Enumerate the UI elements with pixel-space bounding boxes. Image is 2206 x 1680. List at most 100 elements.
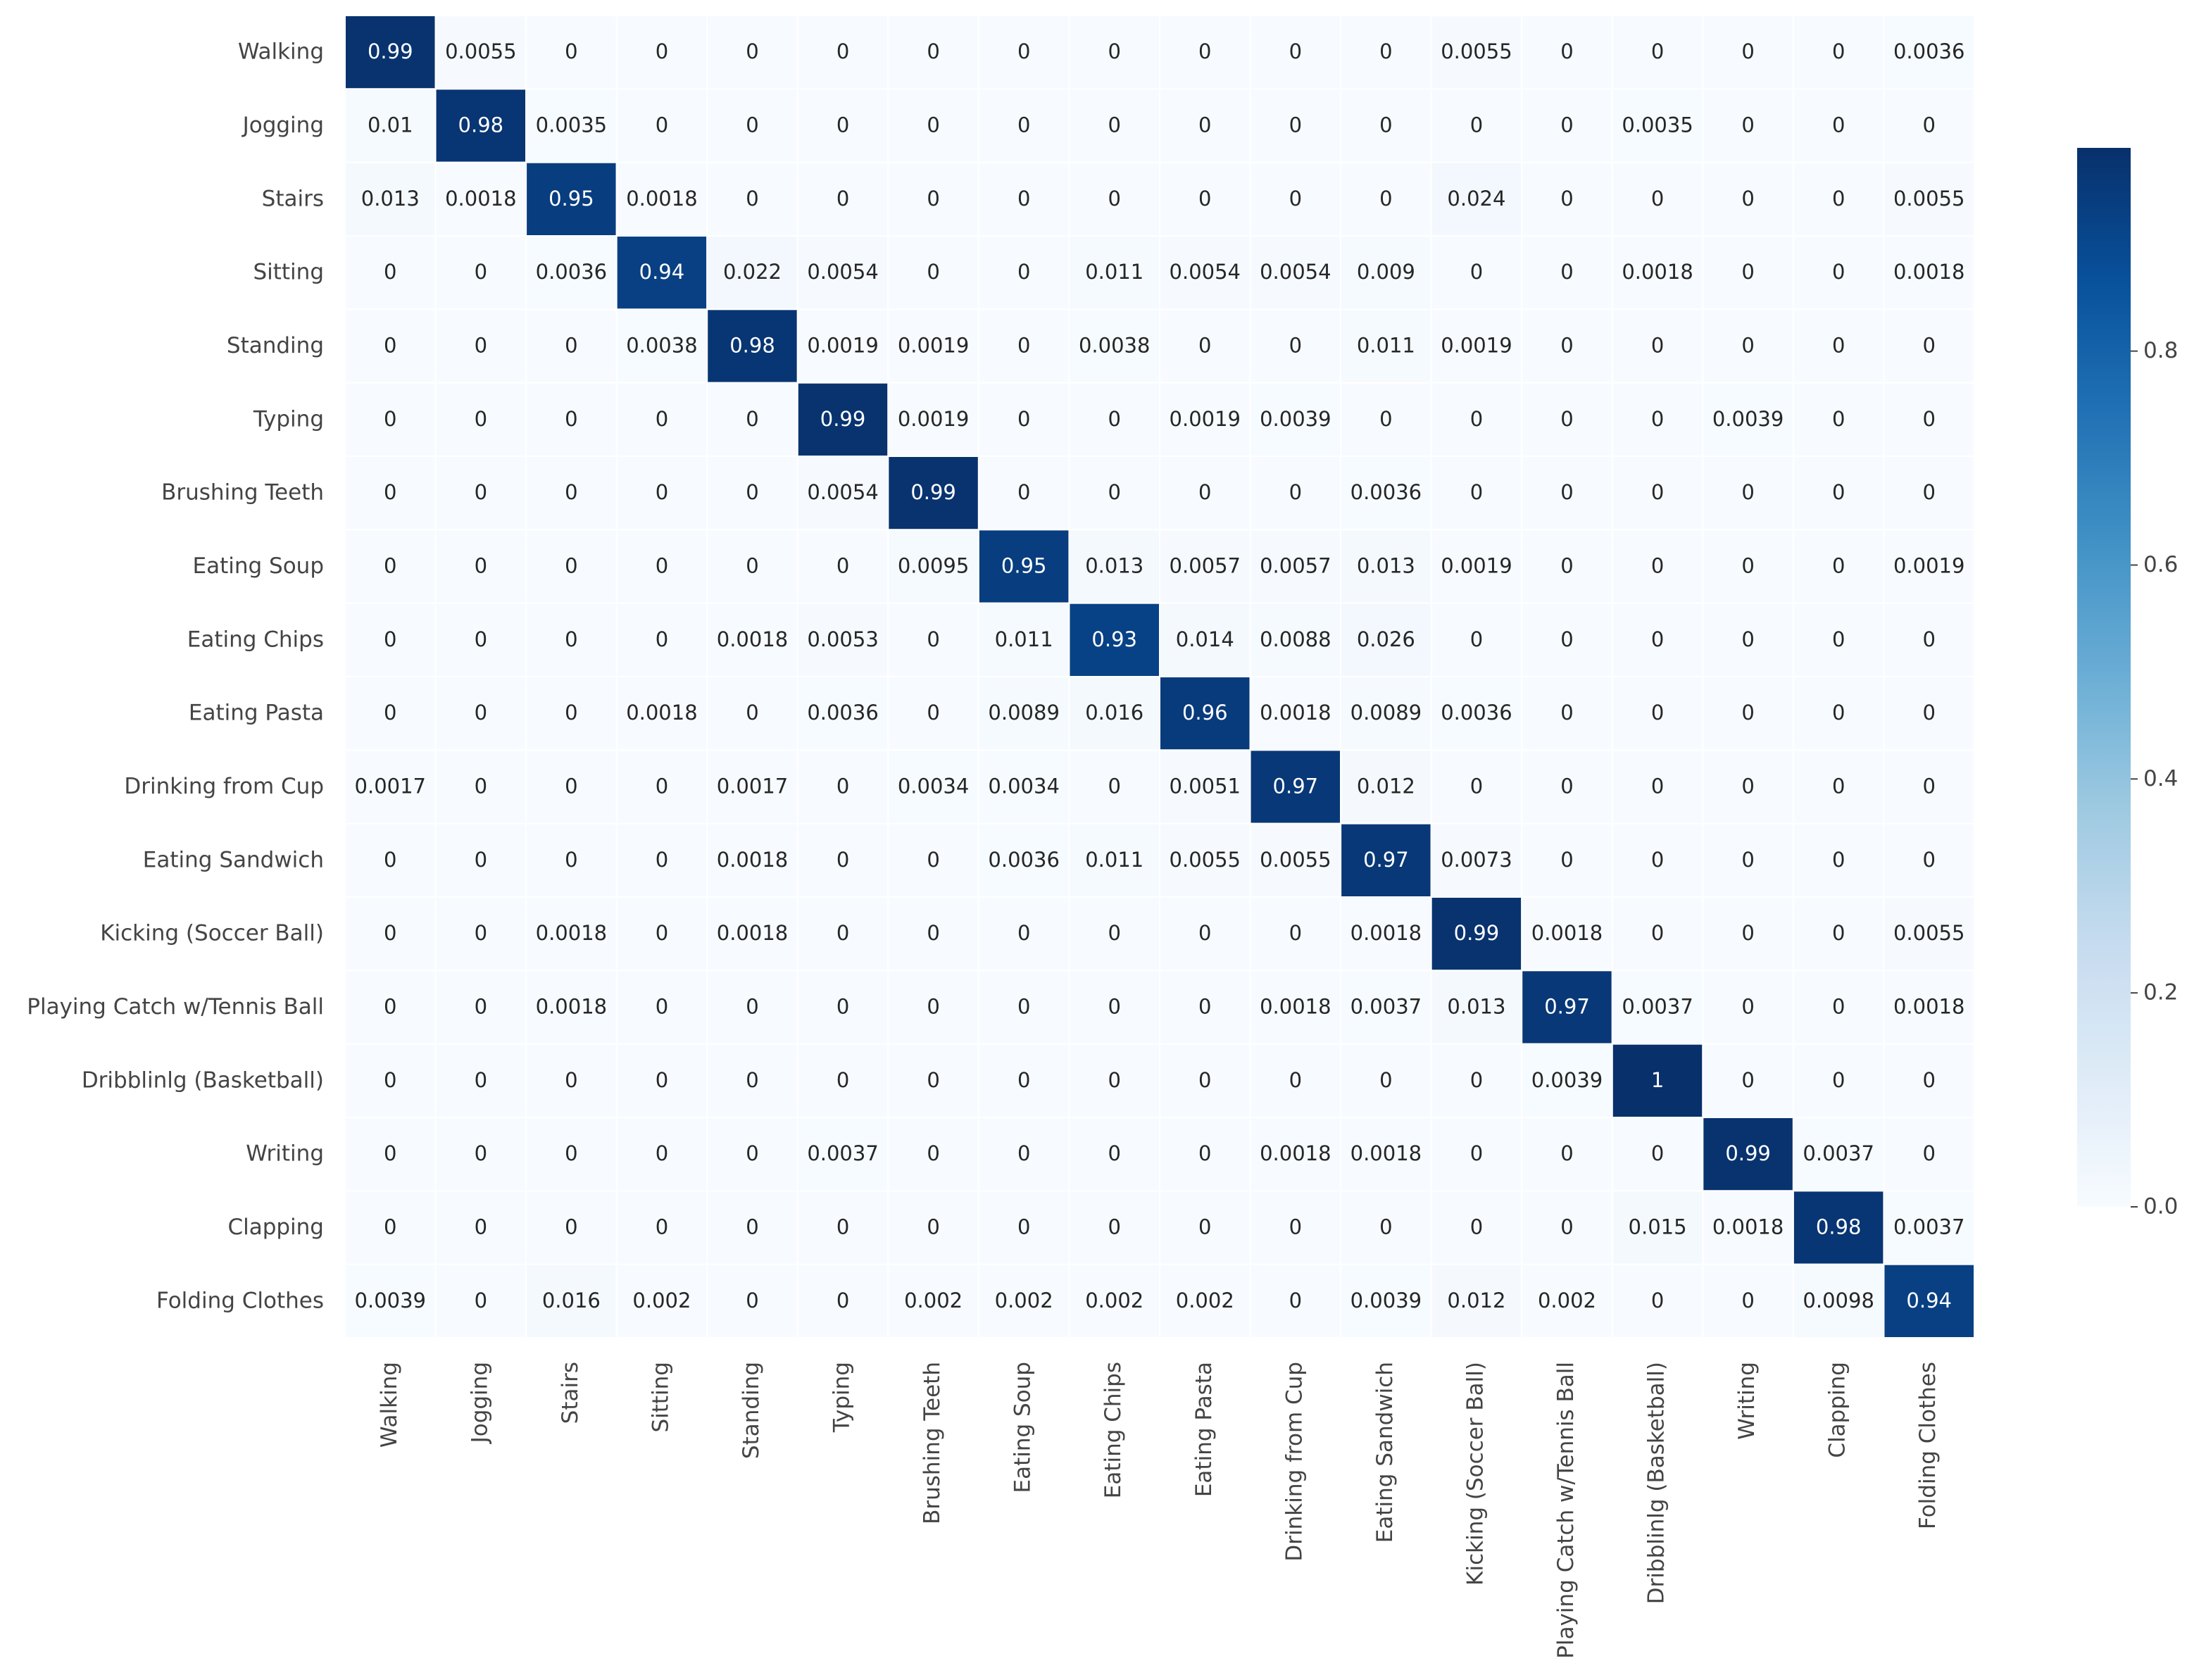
cell-value-label: 0 — [1560, 1215, 1573, 1239]
heatmap-cell — [1068, 161, 1161, 237]
heatmap-cell — [1340, 1190, 1432, 1265]
cell-value-label: 0 — [1922, 407, 1935, 431]
heatmap-cell — [1159, 676, 1251, 751]
heatmap-cell — [525, 308, 618, 384]
cell-value-label: 0 — [1470, 407, 1483, 431]
heatmap-cell — [1611, 161, 1704, 237]
cell-value-label: 0.013 — [361, 187, 420, 211]
heatmap-cell — [1702, 1117, 1794, 1192]
cell-value-label: 0 — [836, 921, 849, 945]
x-tick-label: Writing — [1734, 1362, 1760, 1440]
cell-value-label: 0 — [836, 995, 849, 1019]
cell-value-label: 0 — [1289, 334, 1302, 358]
cell-value-label: 0.011 — [1357, 334, 1415, 358]
cell-value-label: 0.0018 — [626, 187, 697, 211]
cell-value-label: 0.0037 — [1622, 995, 1693, 1019]
cell-value-label: 0.0034 — [988, 775, 1059, 798]
heatmap-cell — [1159, 1117, 1251, 1192]
cell-value-label: 0 — [927, 1141, 939, 1165]
cell-value-label: 0.0018 — [1622, 260, 1693, 284]
heatmap-cell — [1792, 308, 1885, 384]
heatmap-cell — [1159, 602, 1251, 678]
heatmap-cell — [1159, 235, 1251, 311]
y-tick-label: Playing Catch w/Tennis Ball — [27, 994, 324, 1020]
heatmap-cell — [1068, 382, 1161, 458]
cell-value-label: 0.98 — [1816, 1215, 1862, 1239]
cell-value-label: 0 — [1017, 480, 1030, 504]
cell-value-label: 0 — [656, 1215, 668, 1239]
heatmap-cell — [1792, 15, 1885, 90]
cell-value-label: 0.024 — [1447, 187, 1505, 211]
y-tick-label: Kicking (Soccer Ball) — [100, 921, 324, 946]
heatmap-cell — [525, 602, 618, 678]
y-tick-label: Typing — [253, 406, 324, 432]
heatmap-cell — [1249, 1263, 1342, 1339]
cell-value-label: 0 — [1379, 1215, 1392, 1239]
heatmap-cell — [1430, 676, 1523, 751]
cell-value-label: 0.99 — [1454, 921, 1500, 945]
cell-value-label: 0 — [1832, 775, 1845, 798]
cell-value-label: 0 — [927, 701, 939, 725]
cell-value-label: 0 — [1108, 995, 1120, 1019]
cell-value-label: 0 — [1289, 921, 1302, 945]
cell-value-label: 0 — [384, 627, 396, 651]
cell-value-label: 1 — [1651, 1068, 1664, 1092]
cell-value-label: 0 — [384, 1215, 396, 1239]
cell-value-label: 0.01 — [368, 113, 413, 137]
heatmap-cell — [1340, 235, 1432, 311]
cell-value-label: 0 — [1017, 1215, 1030, 1239]
x-tick-label: Eating Sandwich — [1372, 1362, 1398, 1543]
heatmap-cell — [1249, 896, 1342, 972]
cell-value-label: 0 — [1379, 113, 1392, 137]
x-tick-label: Folding Clothes — [1915, 1362, 1941, 1529]
heatmap-cell — [1883, 896, 1975, 972]
cell-value-label: 0 — [1741, 995, 1754, 1019]
cell-value-label: 0.97 — [1544, 995, 1590, 1019]
cell-value-label: 0 — [1741, 701, 1754, 725]
cell-value-label: 0 — [927, 260, 939, 284]
heatmap-cell — [1702, 529, 1794, 604]
cell-value-label: 0 — [836, 39, 849, 63]
heatmap-cell — [706, 1043, 798, 1118]
cell-value-label: 0 — [1017, 921, 1030, 945]
heatmap-cell — [1340, 1117, 1432, 1192]
heatmap-cell — [434, 970, 527, 1045]
cell-value-label: 0 — [1741, 775, 1754, 798]
cell-value-label: 0 — [565, 848, 577, 872]
heatmap-cell — [706, 456, 798, 531]
heatmap-cell — [525, 970, 618, 1045]
cell-value-label: 0 — [1198, 187, 1211, 211]
heatmap-cell — [796, 896, 889, 972]
heatmap-cell — [1068, 1263, 1161, 1339]
heatmap-cell — [1792, 1263, 1885, 1339]
heatmap-cell — [1611, 456, 1704, 531]
cell-value-label: 0 — [475, 260, 487, 284]
cell-value-label: 0.0055 — [1170, 848, 1241, 872]
heatmap-cell — [525, 88, 618, 163]
y-tick-label: Eating Chips — [187, 627, 324, 652]
cell-value-label: 0 — [746, 701, 758, 725]
heatmap-cell — [1249, 602, 1342, 678]
cell-value-label: 0 — [1922, 627, 1935, 651]
cell-value-label: 0 — [1560, 260, 1573, 284]
heatmap-cell — [1702, 456, 1794, 531]
heatmap-cell — [434, 88, 527, 163]
cell-value-label: 0.002 — [995, 1289, 1053, 1312]
heatmap-cell — [1159, 456, 1251, 531]
cell-value-label: 0 — [1741, 848, 1754, 872]
cell-value-label: 0 — [656, 848, 668, 872]
heatmap-cell — [344, 235, 437, 311]
cell-value-label: 0.0018 — [1260, 1141, 1331, 1165]
cell-value-label: 0 — [656, 627, 668, 651]
cell-value-label: 0.0073 — [1441, 848, 1512, 872]
cell-value-label: 0 — [656, 1068, 668, 1092]
cell-value-label: 0 — [1198, 995, 1211, 1019]
heatmap-cell — [434, 602, 527, 678]
cell-value-label: 0.0018 — [536, 921, 607, 945]
x-tick-label: Jogging — [467, 1362, 492, 1444]
cell-value-label: 0 — [1560, 407, 1573, 431]
heatmap-cell — [796, 382, 889, 458]
cell-value-label: 0 — [927, 1215, 939, 1239]
cell-value-label: 0 — [1289, 480, 1302, 504]
